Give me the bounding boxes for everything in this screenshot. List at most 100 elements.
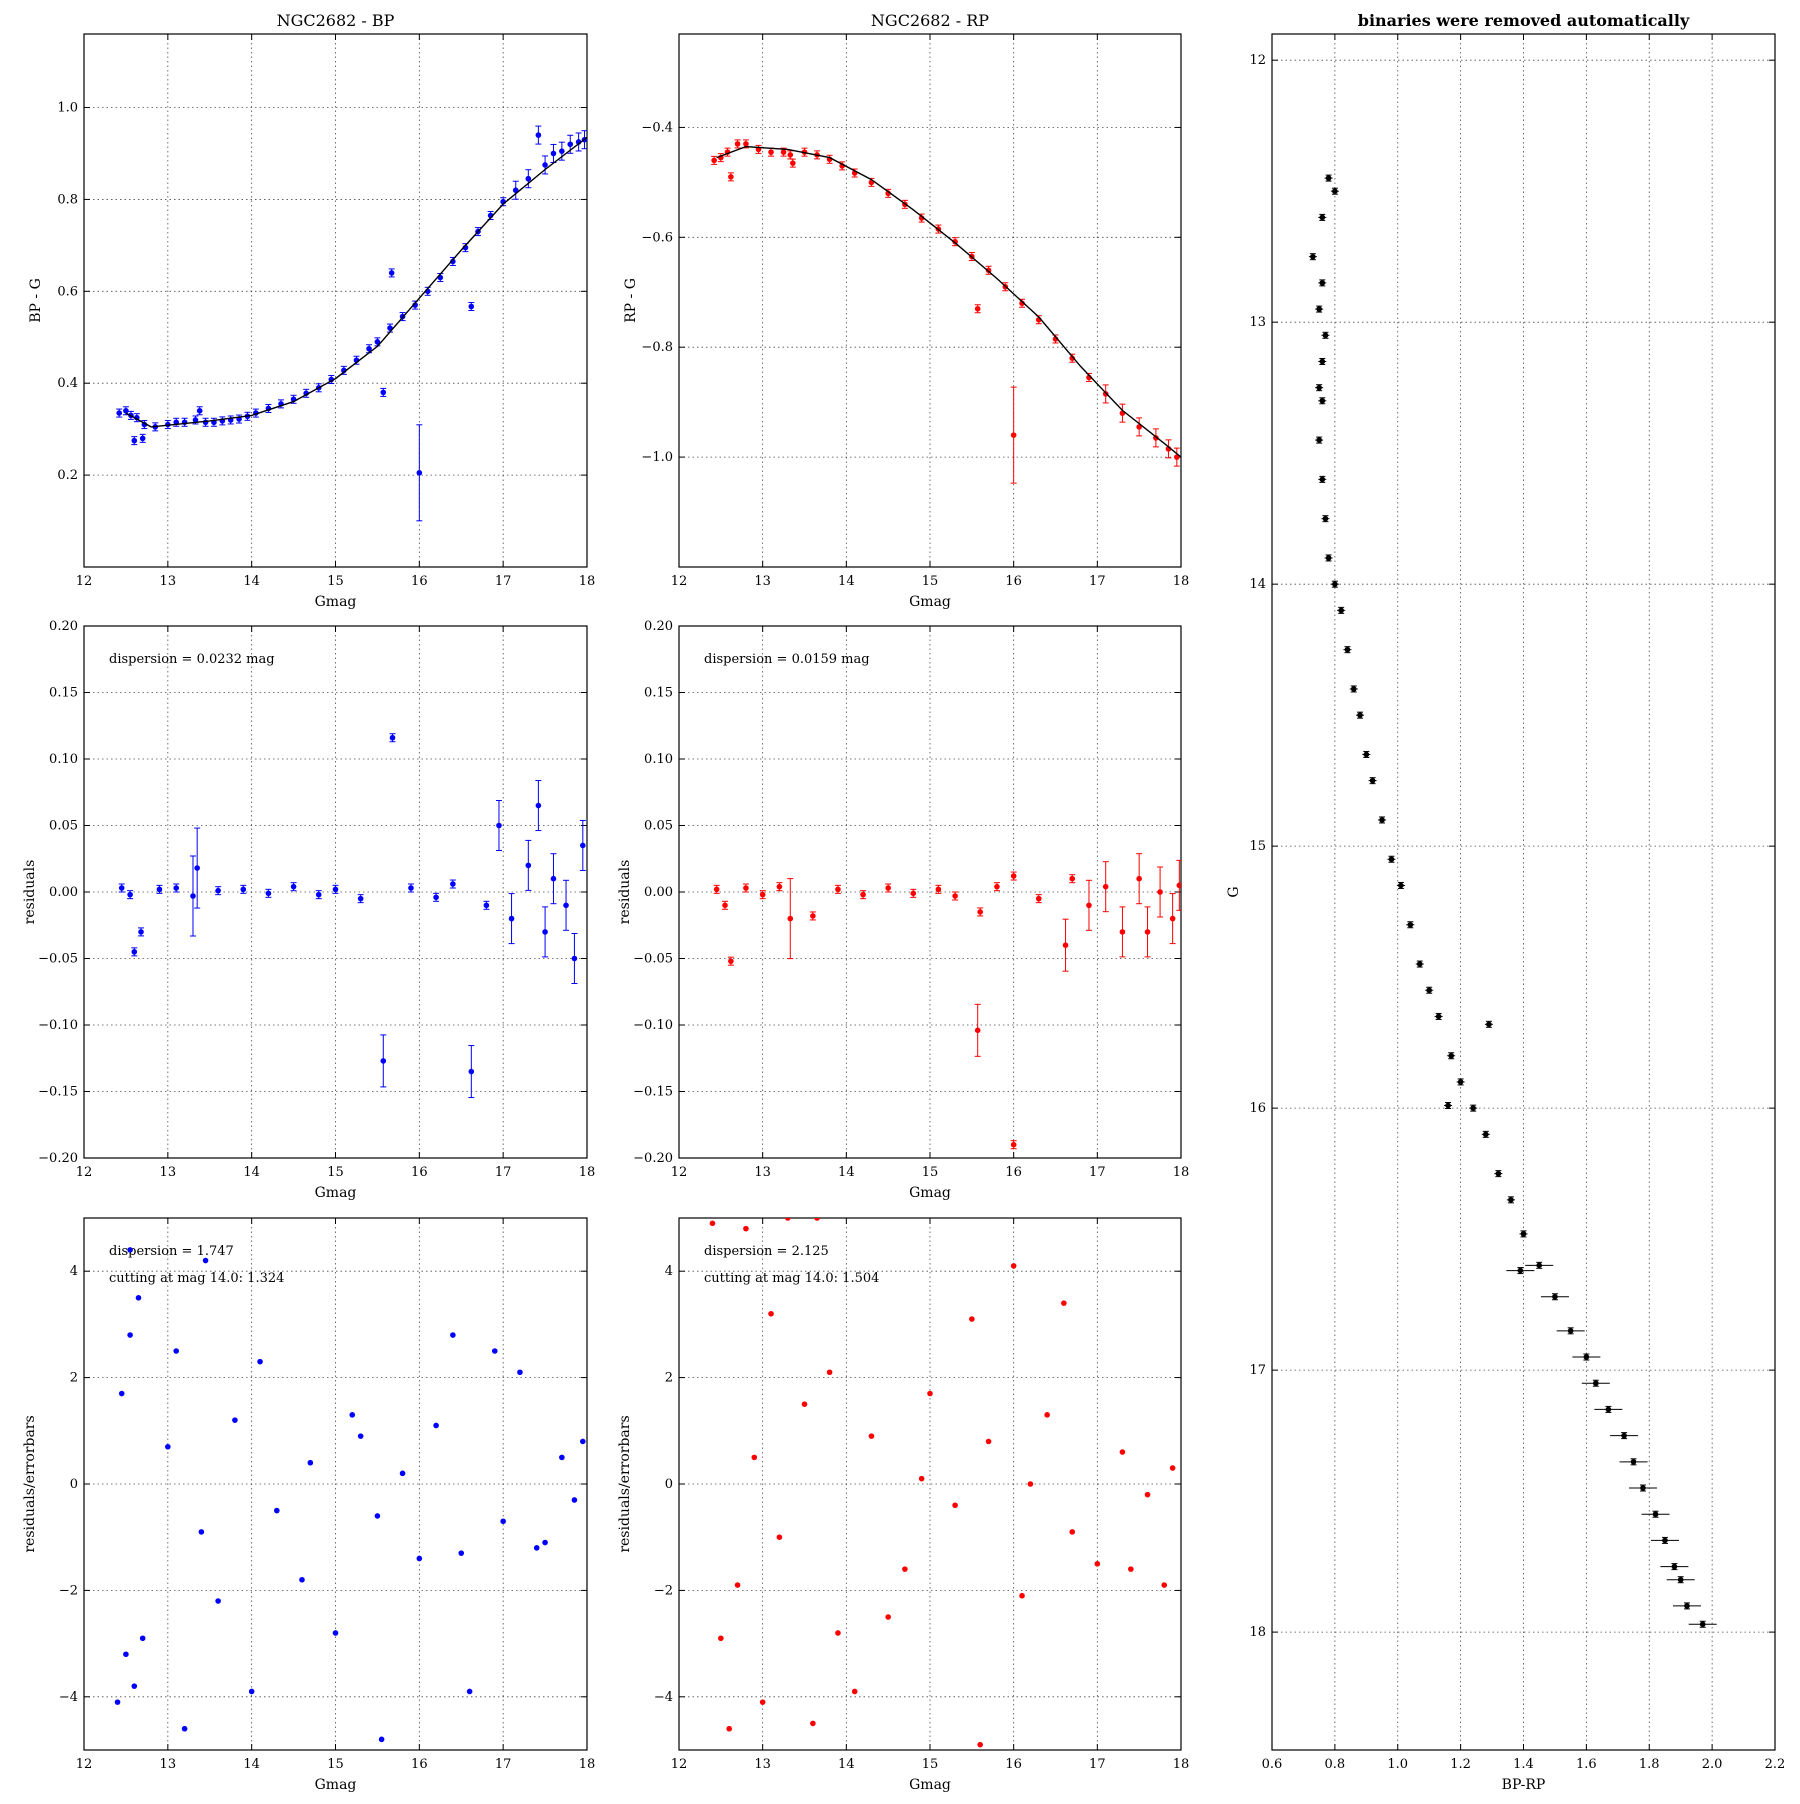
data-point [408,885,414,891]
x-tick-label: 15 [922,574,939,589]
data-point [1684,1603,1690,1609]
y-axis-label: residuals [22,860,38,925]
y-tick-label: 0.6 [57,284,78,299]
data-point [713,886,720,893]
annotation-text: dispersion = 2.125 [704,1244,829,1259]
data-point [567,141,574,148]
data-point [1319,476,1326,483]
y-tick-label: −4 [654,1690,673,1705]
data-point [1426,987,1432,994]
y-tick-label: 0.05 [644,819,673,834]
data-point [257,1358,263,1365]
x-tick-label: 1.0 [1387,1757,1408,1772]
data-point [1332,581,1338,587]
data-point [135,1295,142,1301]
y-tick-label: −0.8 [641,340,673,355]
data-point [1652,1511,1659,1518]
x-tick-label: 0.6 [1262,1757,1283,1772]
data-point [1325,555,1332,561]
x-tick-label: 12 [76,574,93,589]
data-point [780,149,787,155]
data-point [458,1550,465,1556]
data-layer [114,1247,586,1743]
data-point [1388,856,1395,863]
x-tick-label: 18 [579,574,596,589]
data-point [1044,1412,1050,1418]
annotation-text: dispersion = 0.0232 mag [109,652,275,667]
y-axis-label: residuals/errorbars [617,1415,633,1552]
y-tick-label: 13 [1249,315,1266,330]
data-point [1019,300,1025,307]
x-tick-label: 14 [243,1757,260,1772]
y-tick-label: 18 [1249,1625,1266,1640]
data-point [711,157,717,164]
data-point [491,1348,498,1354]
data-point [215,1598,221,1604]
data-point [118,1390,125,1397]
chart-bp_resid: 12 13 14 15 16 17 18 −0.20 −0.15 −0.10 −0.05 0.00 0.… [22,619,595,1201]
data-point [1010,873,1017,879]
data-point [192,417,199,423]
data-point [1128,1566,1134,1572]
data-point [768,1310,774,1317]
data-point [299,1576,305,1583]
x-tick-label: 13 [160,1165,177,1180]
x-tick-label: 14 [243,1165,260,1180]
data-point [123,1651,129,1658]
data-point [776,1534,783,1540]
data-point [535,802,542,809]
data-point [1102,391,1109,397]
data-point [1407,921,1414,928]
y-tick-label: 0 [70,1477,78,1492]
data-point [814,1218,820,1221]
x-tick-label: 18 [1173,1757,1190,1772]
data-point [1094,1561,1101,1567]
x-tick-label: 2.2 [1765,1757,1786,1772]
data-point [580,1438,586,1445]
data-point [433,894,439,901]
data-point [885,885,891,891]
data-point [851,1688,858,1695]
y-tick-label: −4 [59,1690,78,1705]
y-tick-label: 0.20 [49,619,78,634]
y-tick-label: 0.20 [644,619,673,634]
data-point [332,886,339,893]
data-point [810,1720,816,1727]
data-point [1338,607,1344,614]
chart-rp_top: 12 13 14 15 16 17 18 −1.0 −0.8 −0.6 −0.4 Gmag RP - G… [623,11,1189,610]
data-point [1332,188,1338,194]
data-point [1369,777,1376,784]
y-tick-label: 2 [665,1371,673,1386]
x-tick-label: 1.4 [1513,1757,1534,1772]
x-tick-label: 16 [411,1757,428,1772]
data-point [248,1688,255,1695]
data-point [349,1412,356,1418]
x-tick-label: 13 [754,1757,771,1772]
data-point [118,885,125,891]
data-point [1621,1432,1627,1439]
x-tick-label: 16 [1005,1757,1022,1772]
data-point [885,1614,891,1620]
data-point [165,1443,171,1450]
x-tick-label: 14 [838,1165,855,1180]
y-axis-label: residuals [617,860,633,925]
x-tick-label: 12 [671,1757,688,1772]
data-point [728,958,734,964]
data-point [563,902,569,909]
x-axis-label: Gmag [315,1185,357,1201]
data-point [935,886,942,893]
data-point [1316,437,1322,443]
data-point [542,929,548,935]
data-point [374,1513,381,1519]
data-point [1495,1170,1502,1177]
data-point [525,175,532,182]
data-point [1357,712,1363,718]
y-tick-label: −0.6 [641,230,673,245]
data-point [202,1257,209,1264]
data-point [332,1630,339,1636]
data-point [215,887,221,894]
x-tick-label: 18 [1173,1165,1190,1180]
data-point [116,410,123,416]
data-point [1035,895,1042,902]
